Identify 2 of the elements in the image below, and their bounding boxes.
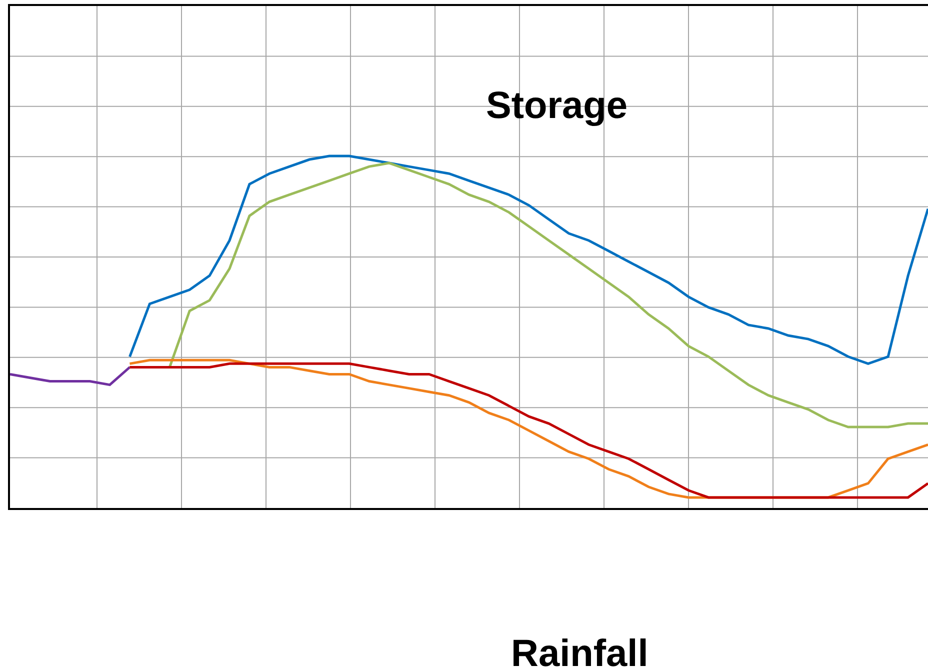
- text: Storage: [486, 85, 628, 127]
- text: Rainfall: [511, 633, 648, 668]
